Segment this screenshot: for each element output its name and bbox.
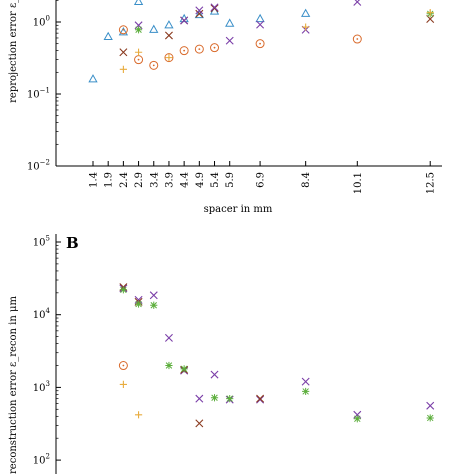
panel-a-y-tick-label: 100 (33, 15, 50, 29)
panel-a-x-tick-label: 1.4 (89, 172, 100, 188)
panel-b-data-point (180, 365, 188, 373)
panel-b-data-point (256, 395, 265, 404)
panel-a-data-point (118, 25, 128, 35)
panel-a-data-point (133, 0, 144, 6)
panel-a-data-point (180, 16, 189, 25)
panel-b-data-point (256, 394, 265, 403)
panel-b-data-point (119, 380, 127, 388)
panel-a-data-point (210, 4, 219, 13)
panel-a-y-axis-title: reprojection error ε_re (8, 0, 19, 103)
panel-a-data-point (225, 18, 235, 27)
panel-a-x-tick-label: 4.9 (195, 172, 206, 188)
panel-a-x-tick-label: 5.9 (225, 172, 236, 188)
panel-b-data-point (210, 394, 219, 402)
panel-b-data-point (150, 301, 158, 309)
panel-a-data-point (210, 43, 220, 53)
panel-b-data-point (226, 395, 234, 403)
panel-a-data-point (255, 13, 265, 23)
panel-b-data-point (426, 414, 434, 422)
panel-b-data-point (353, 410, 362, 419)
panel-a-data-point (118, 27, 129, 36)
panel-a-x-tick-label: 5.4 (210, 172, 221, 188)
panel-a-data-point (88, 74, 98, 83)
panel-a-x-tick-label: 2.4 (119, 172, 130, 188)
panel-b-y-tick-label: 102 (33, 453, 50, 467)
panel-b-label: B (66, 234, 79, 252)
panel-a-y-tick-label: 10−2 (27, 159, 50, 173)
panel-a-x-tick-label: 8.4 (301, 172, 312, 188)
panel-a-data-point (165, 54, 173, 62)
panel-a-data-point (194, 9, 204, 19)
panel-a-data-point (103, 31, 113, 41)
panel-a-x-tick-label: 6.9 (256, 172, 267, 188)
panel-a-data-point (225, 36, 234, 45)
panel-a-data-point (426, 9, 434, 17)
panel-a-data-point (256, 20, 265, 29)
panel-a-x-tick-label: 4.4 (180, 172, 191, 188)
panel-b-data-point (195, 394, 204, 403)
panel-a-data-point (255, 39, 265, 49)
panel-a-data-point (195, 9, 204, 18)
panel-a-x-tick-label: 2.9 (134, 172, 145, 188)
panel-a-data-point (210, 3, 219, 12)
panel-b-chart: B 102 103 104 105 reconstruction error ε_re… (8, 234, 435, 474)
panel-a-markers (88, 0, 435, 83)
panel-b-data-point (353, 415, 361, 423)
panel-a-axes: 10−2 10−1 100 1.4 1.9 2.4 2.9 3.4 3.9 4.4 4.9 5.4 5.… (27, 0, 442, 194)
panel-b-data-point (118, 361, 128, 371)
panel-a-y-tick-label: 10−1 (27, 87, 50, 101)
panel-b-data-point (426, 401, 435, 410)
panel-b-data-point (301, 377, 310, 386)
panel-a-data-point (301, 8, 311, 17)
panel-a-data-point (179, 46, 189, 56)
panel-a-data-point (353, 0, 362, 6)
panel-a-data-point (119, 65, 127, 73)
panel-a-x-tick-label: 1.9 (104, 172, 115, 188)
panel-b-data-point (164, 333, 173, 342)
panel-a-data-point (195, 6, 204, 15)
panel-a-data-point (134, 55, 144, 65)
panel-b-y-axis-title: reconstruction error ε_recon in μm (8, 296, 19, 474)
panel-b-y-tick-label: 104 (33, 307, 51, 321)
panel-a-x-tick-label: 10.1 (353, 172, 364, 194)
panel-a-data-point (134, 26, 143, 34)
panel-a-data-point (302, 23, 310, 31)
panel-a-data-point (149, 60, 159, 70)
panel-a-x-tick-label: 12.5 (426, 172, 437, 194)
panel-a-x-axis-title: spacer in mm (204, 204, 273, 215)
panel-b-markers (118, 283, 435, 428)
panel-b-data-point (195, 419, 204, 428)
panel-a-data-point (134, 48, 143, 56)
panel-a-data-point (194, 44, 204, 54)
panel-a-data-point (164, 20, 174, 29)
panel-a-data-point (119, 48, 128, 57)
panel-b-axes: 102 103 104 105 (33, 234, 61, 474)
panel-a-x-tick-label: 3.4 (149, 172, 160, 188)
panel-b-data-point (165, 361, 173, 370)
panel-b-data-point (119, 286, 127, 294)
panel-b-data-point (210, 370, 219, 379)
panel-a-x-tick-label: 3.9 (164, 172, 175, 188)
panel-b-data-point (134, 411, 143, 419)
panel-a-data-point (149, 24, 159, 33)
panel-b-data-point (134, 300, 143, 308)
panel-a-chart: 10−2 10−1 100 1.4 1.9 2.4 2.9 3.4 3.9 4.4 4.9 5.4 5.… (8, 0, 442, 215)
panel-b-data-point (149, 291, 158, 300)
panel-a-data-point (164, 31, 173, 40)
panel-a-data-point (352, 34, 362, 44)
panel-b-data-point (302, 387, 310, 396)
panel-b-y-tick-label: 103 (33, 380, 50, 394)
panel-b-y-tick-label: 105 (33, 235, 50, 249)
